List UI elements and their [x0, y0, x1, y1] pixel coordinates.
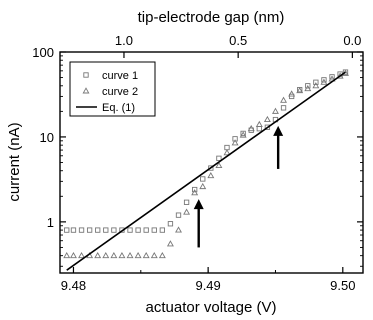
legend-square-symbol	[83, 72, 89, 78]
curve2-point	[239, 131, 247, 138]
curve2-point	[175, 226, 182, 233]
x-axis-title: actuator voltage (V)	[146, 299, 277, 316]
curve1-point	[183, 199, 190, 205]
curve1-point	[305, 83, 311, 89]
curve2-point	[288, 90, 296, 97]
curve1-point	[208, 165, 214, 171]
curve2-point	[223, 149, 231, 156]
curve1-point	[135, 227, 141, 233]
x2-tick-label: 0.0	[343, 33, 361, 48]
legend-label: Eq. (1)	[102, 102, 135, 114]
curve1-point	[200, 176, 206, 182]
curve1-point	[329, 74, 335, 80]
curve2-point	[271, 107, 279, 114]
x-tick-label: 9.49	[195, 278, 220, 293]
curve1-point	[313, 79, 319, 85]
curve2-point	[78, 251, 86, 259]
curve1-point	[264, 124, 271, 130]
data-series	[63, 69, 349, 271]
x-tick-label: 9.48	[61, 278, 86, 293]
curve1-point	[280, 105, 287, 111]
curve2-point	[247, 124, 255, 132]
curve2-point	[231, 139, 239, 146]
curve2-point	[312, 82, 320, 89]
curve1-point	[159, 227, 165, 233]
curve1-point	[143, 227, 149, 233]
curve2-point	[110, 251, 118, 259]
y-tick-label: 100	[32, 45, 54, 60]
curve2-point	[69, 251, 77, 259]
curve2-point	[215, 161, 223, 169]
curve1-point	[111, 227, 117, 233]
curve2-point	[134, 251, 142, 259]
arrow-head	[193, 199, 204, 210]
x-tick-label: 9.50	[330, 278, 355, 293]
curve2-point	[63, 251, 71, 259]
curve1-point	[256, 126, 262, 132]
curve1-point	[192, 186, 198, 193]
curve2-point	[94, 251, 102, 259]
curve2-point	[126, 251, 134, 259]
curve1-point	[224, 144, 230, 151]
curve2-point	[183, 208, 191, 215]
curve2-point	[263, 115, 271, 123]
arrows	[193, 125, 284, 248]
curve1-point	[175, 212, 182, 218]
curve2-point	[142, 251, 150, 259]
curve1-point	[64, 227, 70, 233]
curve1-point	[78, 227, 85, 233]
curve1-point	[240, 130, 246, 137]
curve2-point	[280, 96, 288, 103]
curve2-point	[118, 251, 126, 259]
curve2-point	[320, 78, 328, 85]
curve1-point	[151, 227, 157, 233]
x2-tick-label: 0.5	[229, 33, 247, 48]
curve1-point	[70, 227, 77, 233]
curve2-point	[158, 251, 166, 259]
legend: curve 1 curve 2 Eq. (1)	[69, 61, 156, 117]
curve1-point	[86, 227, 93, 233]
curve2-point	[207, 171, 215, 179]
curve1-point	[321, 77, 327, 83]
curve2-point	[166, 240, 174, 247]
curve1-point	[103, 227, 109, 233]
y-axis-title: current (nA)	[6, 122, 23, 201]
curve1-point	[95, 227, 101, 233]
legend-label: curve 2	[102, 86, 138, 98]
axis-ticks: 9.48 9.49 9.50 1.0 0.5 0.0 1 10 100	[32, 33, 363, 293]
curve1-point	[127, 227, 133, 233]
curve2-point	[296, 87, 304, 94]
curve2-point	[102, 251, 110, 259]
curve2-point	[150, 251, 158, 259]
legend-label: curve 1	[102, 70, 138, 82]
fit-line	[66, 71, 346, 271]
x2-tick-label: 1.0	[115, 33, 133, 48]
curve2-point	[191, 189, 199, 196]
y-tick-label: 10	[40, 130, 54, 145]
curve2-point	[199, 182, 207, 190]
curve1-point	[167, 221, 174, 227]
y-tick-label: 1	[47, 215, 54, 230]
top-axis-title: tip-electrode gap (nm)	[138, 9, 285, 26]
legend-triangle-symbol	[82, 87, 90, 94]
curve2-point	[255, 120, 263, 127]
arrow-head	[273, 125, 284, 136]
curve2-point	[304, 84, 312, 92]
curve1-point	[216, 155, 222, 161]
